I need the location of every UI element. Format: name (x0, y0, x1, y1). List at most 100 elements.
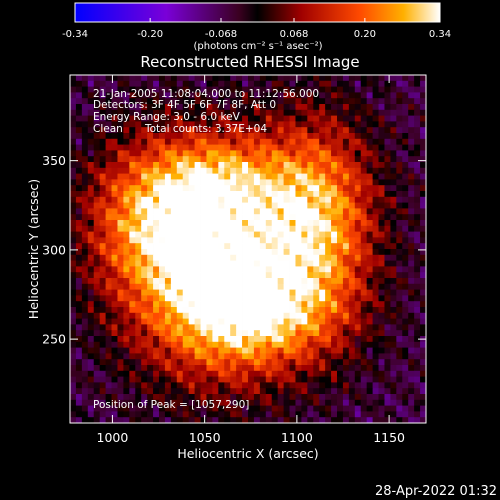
heatmap-cell (283, 365, 290, 372)
heatmap-cell (408, 156, 415, 163)
heatmap-cell (366, 133, 373, 140)
heatmap-cell (277, 179, 284, 186)
heatmap-cell (230, 133, 237, 140)
heatmap-cell (420, 208, 427, 215)
heatmap-cell (218, 208, 225, 215)
heatmap-cell (325, 278, 332, 285)
heatmap-cell (289, 162, 296, 169)
heatmap-cell (87, 289, 95, 296)
heatmap-cell (123, 86, 130, 93)
heatmap-cell (259, 173, 267, 180)
heatmap-cell (70, 249, 77, 256)
heatmap-cell (87, 283, 95, 290)
heatmap-cell (81, 237, 89, 244)
heatmap-cell (75, 411, 83, 418)
heatmap-cell (360, 283, 368, 290)
heatmap-cell (307, 109, 314, 116)
heatmap-cell (147, 382, 154, 389)
heatmap-cell (129, 330, 136, 337)
heatmap-cell (402, 80, 409, 87)
heatmap-cell (384, 138, 391, 145)
heatmap-cell (301, 80, 308, 87)
heatmap-cell (212, 353, 219, 360)
heatmap-cell (277, 185, 284, 192)
heatmap-cell (307, 307, 314, 314)
heatmap-cell (147, 162, 154, 169)
heatmap-cell (135, 115, 142, 122)
heatmap-cell (289, 173, 296, 180)
heatmap-cell (396, 394, 403, 401)
heatmap-cell (147, 173, 154, 180)
heatmap-cell (313, 185, 320, 192)
heatmap-cell (153, 86, 160, 93)
heatmap-cell (176, 185, 184, 192)
heatmap-cell (248, 115, 255, 122)
heatmap-cell (129, 359, 136, 366)
heatmap-cell (218, 417, 225, 424)
heatmap-cell (307, 237, 314, 244)
heatmap-cell (408, 353, 415, 360)
heatmap-cell (295, 347, 302, 354)
heatmap-cell (129, 318, 136, 325)
heatmap-cell (236, 289, 243, 296)
heatmap-cell (117, 109, 124, 116)
heatmap-cell (354, 220, 362, 227)
heatmap-cell (271, 365, 279, 372)
heatmap-cell (277, 191, 284, 198)
heatmap-cell (283, 214, 290, 221)
heatmap-cell (105, 231, 112, 238)
heatmap-cell (218, 144, 225, 151)
heatmap-cell (414, 318, 421, 325)
heatmap-cell (236, 167, 243, 174)
heatmap-cell (141, 359, 148, 366)
heatmap-cell (93, 347, 101, 354)
heatmap-cell (182, 365, 190, 372)
heatmap-cell (265, 312, 273, 319)
heatmap-cell (81, 249, 89, 256)
heatmap-cell (384, 370, 391, 377)
heatmap-cell (111, 376, 118, 383)
heatmap-cell (342, 249, 350, 256)
heatmap-cell (253, 138, 261, 145)
heatmap-cell (194, 254, 201, 261)
heatmap-cell (271, 173, 279, 180)
heatmap-cell (295, 249, 302, 256)
heatmap-cell (141, 191, 148, 198)
heatmap-cell (170, 115, 178, 122)
heatmap-cell (372, 376, 379, 383)
heatmap-cell (153, 185, 160, 192)
heatmap-cell (93, 249, 101, 256)
heatmap-cell (81, 220, 89, 227)
heatmap-cell (342, 283, 350, 290)
heatmap-cell (390, 191, 397, 198)
heatmap-cell (182, 231, 190, 238)
heatmap-cell (212, 405, 219, 412)
heatmap-cell (420, 365, 427, 372)
heatmap-cell (200, 127, 207, 134)
heatmap-cell (182, 283, 190, 290)
heatmap-cell (93, 127, 101, 134)
heatmap-cell (141, 104, 148, 111)
heatmap-cell (414, 330, 421, 337)
heatmap-cell (325, 86, 332, 93)
heatmap-cell (99, 191, 106, 198)
heatmap-cell (354, 150, 362, 157)
heatmap-cell (313, 115, 320, 122)
heatmap-cell (93, 278, 101, 285)
heatmap-cell (259, 318, 267, 325)
heatmap-cell (366, 405, 373, 412)
heatmap-cell (253, 225, 261, 232)
heatmap-cell (277, 144, 284, 151)
heatmap-cell (414, 249, 421, 256)
heatmap-cell (117, 75, 124, 82)
heatmap-cell (81, 388, 89, 395)
heatmap-cell (283, 417, 290, 424)
heatmap-cell (206, 405, 213, 412)
heatmap-cell (402, 92, 409, 99)
heatmap-cell (348, 156, 356, 163)
heatmap-cell (170, 388, 178, 395)
heatmap-cell (159, 353, 166, 360)
heatmap-cell (301, 359, 308, 366)
heatmap-cell (111, 214, 118, 221)
heatmap-cell (212, 156, 219, 163)
